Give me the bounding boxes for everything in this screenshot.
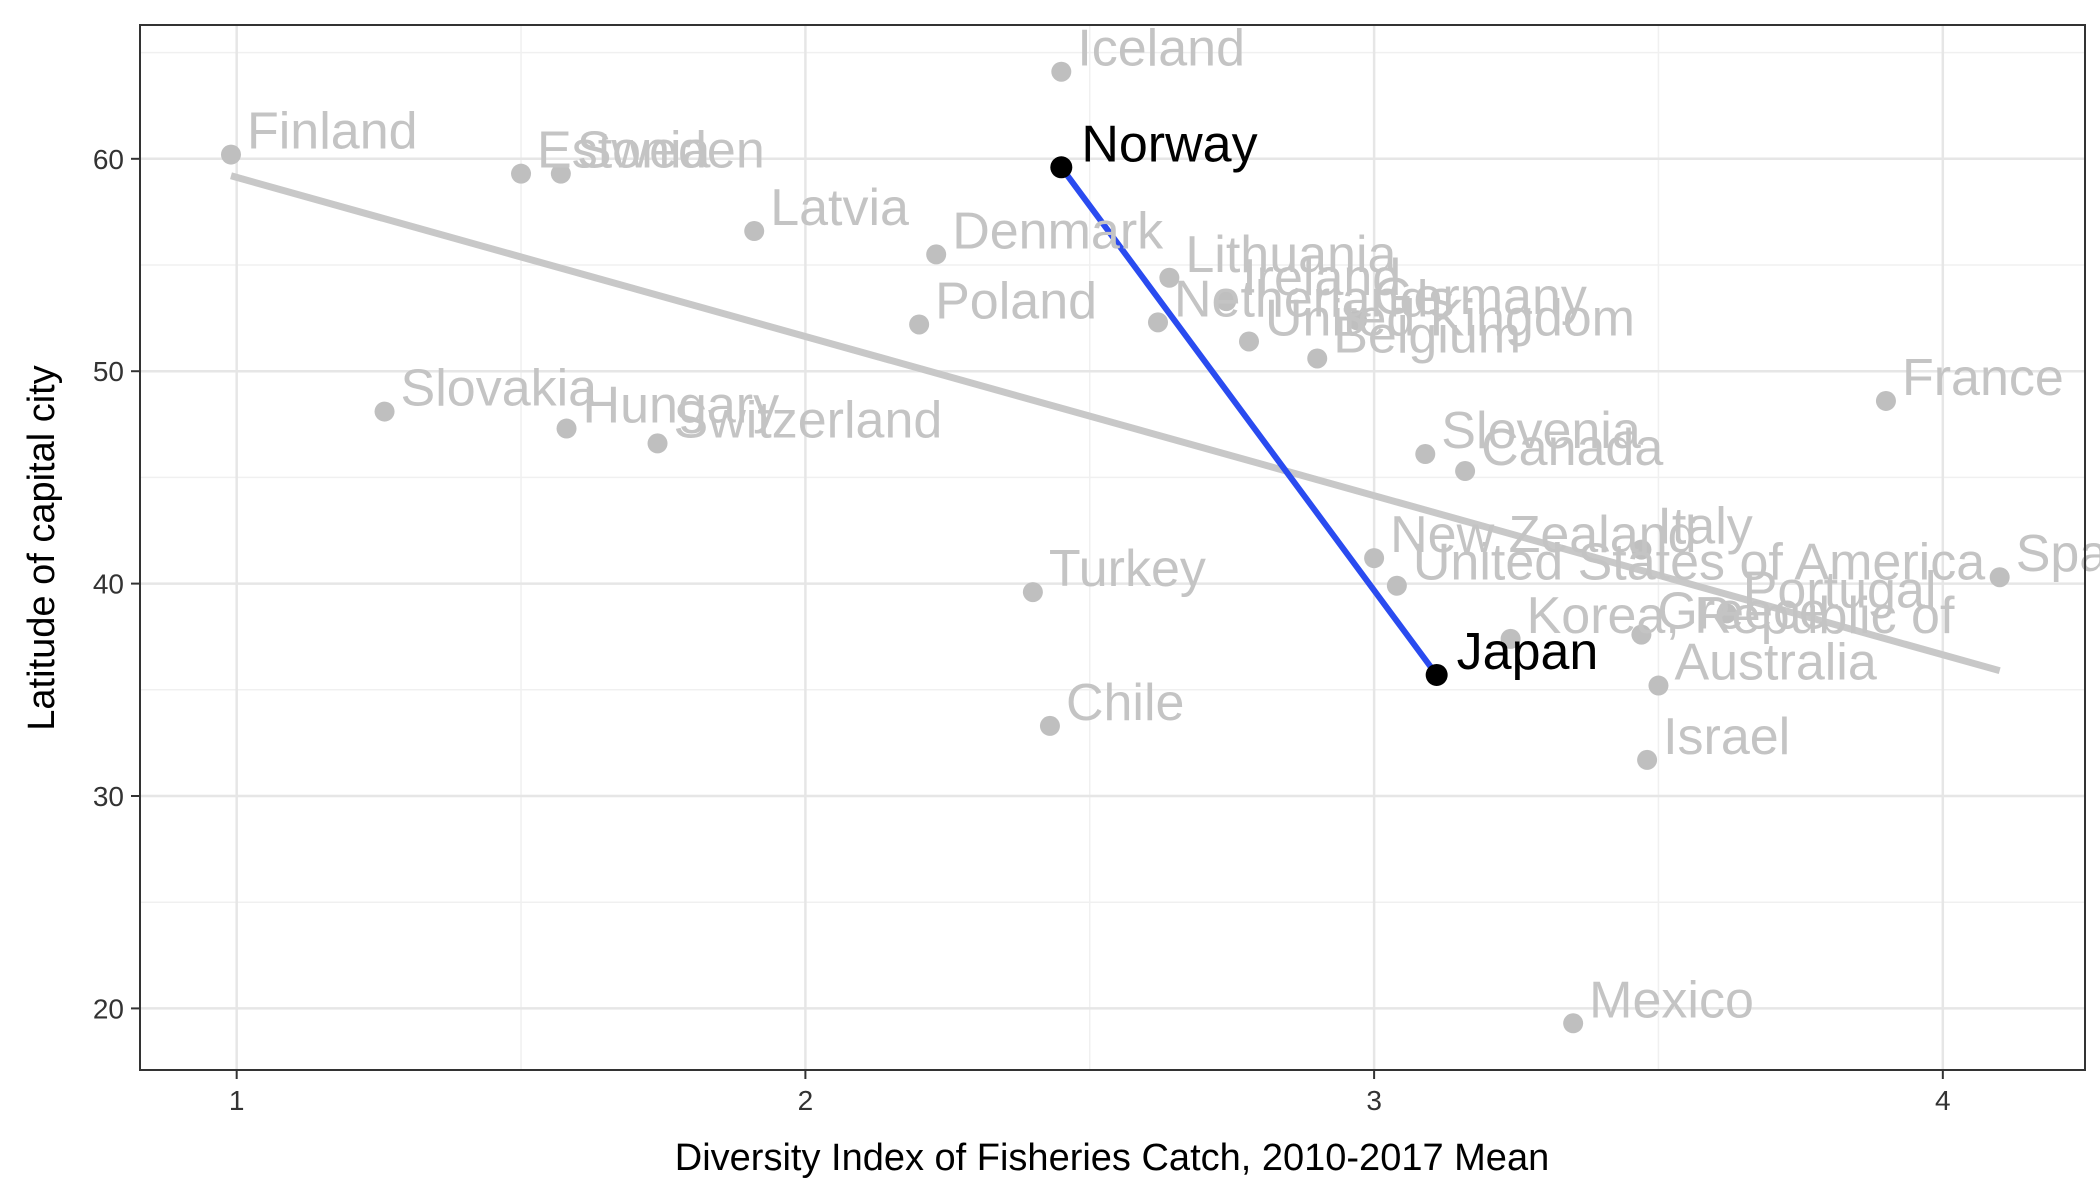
data-point: [1347, 310, 1368, 331]
point-label: Italy: [1657, 498, 1752, 556]
point-label: New Zealand: [1390, 506, 1696, 564]
data-point: [744, 221, 765, 242]
data-point: [1364, 548, 1385, 569]
minor-gridlines: [140, 25, 2085, 1070]
point-label: Denmark: [952, 202, 1164, 260]
point-label: Greece: [1657, 583, 1828, 641]
x-axis-title: Diversity Index of Fisheries Catch, 2010…: [675, 1137, 1549, 1179]
highlight-layer: Norway Japan: [1050, 115, 1598, 686]
data-point: [1216, 291, 1237, 312]
y-axis-title: Latitude of capital city: [21, 365, 63, 730]
x-tick-label: 2: [798, 1085, 814, 1116]
data-point: [1238, 331, 1259, 352]
y-tick-label: 50: [93, 356, 124, 387]
plot-border: [139, 24, 2086, 1071]
trend-line-layer: [230, 172, 2001, 675]
highlight-label: Norway: [1081, 115, 1257, 173]
highlight-point: [1425, 663, 1448, 686]
x-tick-label: 1: [229, 1085, 245, 1116]
point-label: Switzerland: [674, 391, 943, 449]
data-point: [1631, 539, 1652, 560]
data-point: [1039, 715, 1060, 736]
x-tick-label: 4: [1935, 1085, 1951, 1116]
data-point: [1159, 267, 1180, 288]
trend-line: [230, 172, 2001, 675]
data-point: [647, 433, 668, 454]
data-point: [1563, 1013, 1584, 1034]
data-point: [1022, 582, 1043, 603]
point-label: Chile: [1066, 674, 1185, 732]
point-label: Israel: [1663, 708, 1790, 766]
point-label: France: [1902, 349, 2064, 407]
point-label: Finland: [247, 103, 418, 161]
plot-panel: [140, 25, 2085, 1070]
data-point: [1147, 312, 1168, 333]
point-label: Germany: [1373, 268, 1587, 326]
data-point: [909, 314, 930, 335]
point-label: Portugal: [1743, 561, 1937, 619]
highlight-segment-line: [1058, 164, 1440, 678]
y-axis-ticks: 20 30 40 50 60: [93, 144, 140, 1024]
data-point: [1648, 675, 1669, 696]
y-tick-label: 20: [93, 993, 124, 1024]
major-gridlines: [140, 25, 2085, 1070]
point-label: Poland: [935, 272, 1097, 330]
point-label: Estonia: [537, 122, 711, 180]
data-point: [1875, 390, 1896, 411]
highlight-label: Japan: [1457, 623, 1599, 681]
point-label: Canada: [1481, 419, 1663, 477]
point-label: Slovenia: [1441, 402, 1641, 460]
y-tick-label: 40: [93, 569, 124, 600]
data-point: [1307, 348, 1328, 369]
point-label: Belgium: [1333, 306, 1521, 364]
point-label: Turkey: [1049, 540, 1206, 598]
data-point: [1989, 567, 2010, 588]
context-points-layer: [220, 61, 2010, 1034]
x-axis-ticks: 1 2 3 4: [229, 1070, 1951, 1116]
x-tick-label: 3: [1366, 1085, 1382, 1116]
point-label: Mexico: [1589, 971, 1754, 1029]
point-label: Sweden: [577, 122, 765, 180]
data-point: [1455, 461, 1476, 482]
y-tick-label: 60: [93, 144, 124, 175]
data-point: [1716, 603, 1737, 624]
data-point: [556, 418, 577, 439]
data-point: [511, 163, 532, 184]
highlight-point: [1050, 156, 1073, 179]
data-point: [374, 401, 395, 422]
point-label: Netherlands: [1174, 270, 1454, 328]
point-label: Slovakia: [401, 360, 598, 418]
data-point: [1386, 575, 1407, 596]
point-label: Latvia: [770, 179, 909, 237]
point-label: Korea, Republic of: [1527, 587, 1955, 645]
point-label: United States of America: [1413, 534, 1985, 592]
point-label: United Kingdom: [1265, 289, 1635, 347]
point-label: Australia: [1674, 634, 1876, 692]
point-label: Hungary: [583, 377, 780, 435]
data-point: [1500, 628, 1521, 649]
data-point: [1631, 624, 1652, 645]
point-label: Iceland: [1077, 20, 1245, 78]
data-point: [1051, 61, 1072, 82]
y-tick-label: 30: [93, 781, 124, 812]
point-label: Spain: [2016, 525, 2100, 583]
data-point: [1637, 749, 1658, 770]
data-point: [1415, 444, 1436, 465]
data-point: [220, 144, 241, 165]
point-label: Ireland: [1242, 249, 1401, 307]
data-point: [550, 163, 571, 184]
data-point: [926, 244, 947, 265]
point-label: Lithuania: [1185, 226, 1396, 284]
